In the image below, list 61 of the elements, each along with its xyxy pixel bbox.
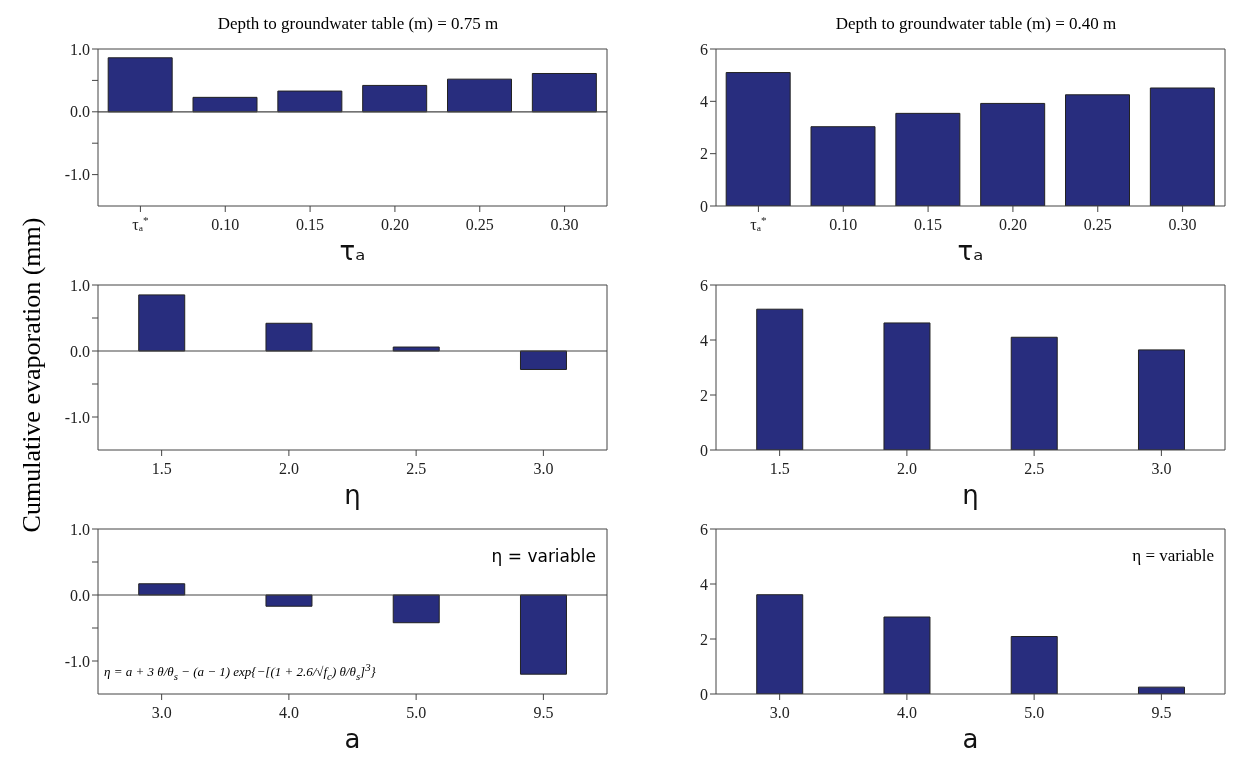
y-tick-label: 6 [700, 40, 708, 58]
x-tick-label: 0.10 [829, 216, 858, 233]
x-tick-label: 0.15 [914, 216, 943, 233]
y-tick-label: 0.0 [70, 103, 90, 121]
x-tick-label: 1.5 [769, 460, 790, 477]
y-tick-label: 1.0 [70, 520, 90, 538]
x-tick-label: 5.0 [1024, 704, 1045, 721]
y-tick-label: 2 [700, 630, 708, 648]
y-tick-label: 2 [700, 386, 708, 404]
x-tick-label: 4.0 [896, 704, 917, 721]
annotation: η = variable [491, 546, 596, 566]
x-tick-label: 2.5 [406, 460, 427, 477]
x-tick-label: τₐ$^{*}$ [750, 214, 768, 233]
x-axis-title: τₐ [957, 236, 984, 266]
x-axis-title: a [344, 724, 361, 754]
y-tick-label: 0.0 [70, 586, 90, 604]
x-tick-label: 2.5 [1024, 460, 1045, 477]
x-tick-label: 0.30 [550, 216, 579, 233]
y-axis-title: Cumulative evaporation (mm) [17, 217, 47, 533]
x-tick-label: 0.20 [998, 216, 1027, 233]
x-tick-label: 0.20 [380, 216, 409, 233]
y-tick-label: 1.0 [70, 276, 90, 294]
x-tick-label: 9.5 [533, 704, 554, 721]
y-tick-label: 6 [700, 520, 708, 538]
x-tick-label: 0.25 [1083, 216, 1112, 233]
x-tick-label: 3.0 [769, 704, 790, 721]
x-tick-label: 3.0 [151, 704, 172, 721]
text: η = a + 3 θ/θ$_{s}$ − (a − 1) exp{−[(1 + 2.6/√f$_{c}$) θ/θ$_{s}$]$^{3}$} [104, 661, 376, 682]
y-tick-label: 4 [700, 575, 708, 593]
y-tick-label: 0 [700, 197, 708, 215]
y-tick-label: 2 [700, 145, 708, 163]
y-tick-label: 6 [700, 276, 708, 294]
chart-title: Depth to groundwater table (m) = 0.75 m [216, 14, 500, 34]
x-tick-label: 0.10 [211, 216, 240, 233]
y-tick-label: 4 [700, 331, 708, 349]
x-tick-label: 2.0 [896, 460, 917, 477]
x-axis-title: η [344, 480, 361, 510]
y-tick-label: 0 [700, 441, 708, 459]
x-tick-label: 0.25 [465, 216, 494, 233]
y-tick-label: 1.0 [70, 40, 90, 58]
x-tick-label: 5.0 [406, 704, 427, 721]
x-tick-label: τₐ$^{*}$ [132, 214, 150, 233]
x-tick-label: 0.15 [296, 216, 325, 233]
x-tick-label: 1.5 [151, 460, 172, 477]
y-tick-label: 0.0 [70, 342, 90, 360]
x-axis-title: τₐ [339, 236, 366, 266]
x-tick-label: 0.30 [1168, 216, 1197, 233]
y-tick-label: -1.0 [64, 408, 90, 426]
x-axis-title: a [962, 724, 979, 754]
y-tick-label: 4 [700, 93, 708, 111]
y-tick-label: -1.0 [64, 166, 90, 184]
x-tick-label: 3.0 [1151, 460, 1172, 477]
y-tick-label: 0 [700, 685, 708, 703]
chart-title: Depth to groundwater table (m) = 0.40 m [834, 14, 1118, 34]
x-axis-title: η [962, 480, 979, 510]
x-tick-label: 3.0 [533, 460, 554, 477]
x-tick-label: 9.5 [1151, 704, 1172, 721]
x-tick-label: 2.0 [278, 460, 299, 477]
y-tick-label: -1.0 [64, 652, 90, 670]
annotation: η = variable [1132, 546, 1214, 566]
x-tick-label: 4.0 [278, 704, 299, 721]
